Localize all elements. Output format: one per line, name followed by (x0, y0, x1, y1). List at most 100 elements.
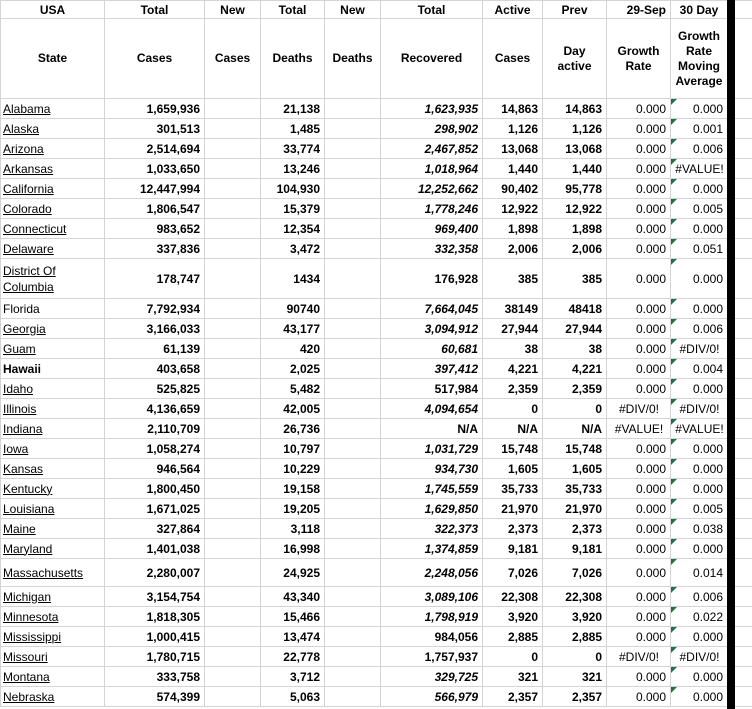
total-cases-cell[interactable]: 1,000,415 (104, 626, 205, 647)
col-header-total-deaths[interactable]: Total (260, 0, 325, 19)
growth-rate-ma-cell[interactable]: 0.051 (670, 238, 728, 259)
new-deaths-cell[interactable] (324, 218, 381, 239)
total-cases-cell[interactable]: 301,513 (104, 118, 205, 139)
prev-day-active-cell[interactable]: 22,308 (542, 586, 607, 607)
new-deaths-cell[interactable] (324, 538, 381, 559)
total-cases-cell[interactable]: 1,818,305 (104, 606, 205, 627)
state-cell[interactable]: Connecticut (0, 218, 105, 239)
total-cases-cell[interactable]: 983,652 (104, 218, 205, 239)
total-deaths-cell[interactable]: 19,158 (260, 478, 325, 499)
prev-day-active-cell[interactable]: 21,970 (542, 498, 607, 519)
growth-rate-ma-cell[interactable]: 0.022 (670, 606, 728, 627)
active-cases-cell[interactable]: 12,922 (482, 198, 543, 219)
prev-day-active-cell[interactable]: 12,922 (542, 198, 607, 219)
new-deaths-cell[interactable] (324, 318, 381, 339)
prev-day-active-cell[interactable]: 35,733 (542, 478, 607, 499)
new-deaths-cell[interactable] (324, 138, 381, 159)
growth-rate-cell[interactable]: 0.000 (606, 666, 671, 687)
active-cases-cell[interactable]: 2,006 (482, 238, 543, 259)
new-cases-cell[interactable] (204, 378, 261, 399)
recovered-cell[interactable]: 1,629,850 (380, 498, 483, 519)
col-header-new-cases[interactable]: Cases (204, 18, 261, 99)
col-header-new-deaths[interactable]: New (324, 0, 381, 19)
total-deaths-cell[interactable]: 16,998 (260, 538, 325, 559)
total-cases-cell[interactable]: 1,033,650 (104, 158, 205, 179)
prev-day-active-cell[interactable]: 1,440 (542, 158, 607, 179)
prev-day-active-cell[interactable]: 4,221 (542, 358, 607, 379)
total-cases-cell[interactable]: 1,780,715 (104, 646, 205, 667)
total-deaths-cell[interactable]: 22,778 (260, 646, 325, 667)
new-deaths-cell[interactable] (324, 498, 381, 519)
recovered-cell[interactable]: 322,373 (380, 518, 483, 539)
new-cases-cell[interactable] (204, 418, 261, 439)
state-cell[interactable]: Missouri (0, 646, 105, 667)
total-cases-cell[interactable]: 1,671,025 (104, 498, 205, 519)
growth-rate-ma-cell[interactable]: 0.005 (670, 498, 728, 519)
prev-day-active-cell[interactable]: 1,898 (542, 218, 607, 239)
growth-rate-ma-cell[interactable]: 0.000 (670, 458, 728, 479)
growth-rate-cell[interactable]: 0.000 (606, 118, 671, 139)
active-cases-cell[interactable]: 1,126 (482, 118, 543, 139)
growth-rate-cell[interactable]: 0.000 (606, 298, 671, 319)
state-cell[interactable]: Kentucky (0, 478, 105, 499)
total-deaths-cell[interactable]: 2,025 (260, 358, 325, 379)
active-cases-cell[interactable]: 0 (482, 646, 543, 667)
growth-rate-ma-cell[interactable]: 0.000 (670, 378, 728, 399)
total-cases-cell[interactable]: 403,658 (104, 358, 205, 379)
col-header-growth-rate[interactable]: 29-Sep (606, 0, 671, 19)
new-cases-cell[interactable] (204, 646, 261, 667)
total-cases-cell[interactable]: 1,401,038 (104, 538, 205, 559)
state-cell[interactable]: Colorado (0, 198, 105, 219)
active-cases-cell[interactable]: 21,970 (482, 498, 543, 519)
state-cell[interactable]: Maryland (0, 538, 105, 559)
growth-rate-ma-cell[interactable]: 0.000 (670, 478, 728, 499)
state-cell[interactable]: Alaska (0, 118, 105, 139)
prev-day-active-cell[interactable]: 38 (542, 338, 607, 359)
growth-rate-cell[interactable]: 0.000 (606, 198, 671, 219)
prev-day-active-cell[interactable]: N/A (542, 418, 607, 439)
growth-rate-ma-cell[interactable]: #VALUE! (670, 158, 728, 179)
recovered-cell[interactable]: 984,056 (380, 626, 483, 647)
new-cases-cell[interactable] (204, 498, 261, 519)
new-deaths-cell[interactable] (324, 198, 381, 219)
col-header-prev-day-active[interactable]: Day active (542, 18, 607, 99)
prev-day-active-cell[interactable]: 14,863 (542, 98, 607, 119)
new-deaths-cell[interactable] (324, 238, 381, 259)
recovered-cell[interactable]: 1,745,559 (380, 478, 483, 499)
new-cases-cell[interactable] (204, 218, 261, 239)
recovered-cell[interactable]: N/A (380, 418, 483, 439)
col-header-state[interactable]: USA (0, 0, 105, 19)
total-deaths-cell[interactable]: 21,138 (260, 98, 325, 119)
active-cases-cell[interactable]: 2,373 (482, 518, 543, 539)
state-cell[interactable]: Alabama (0, 98, 105, 119)
total-cases-cell[interactable]: 333,758 (104, 666, 205, 687)
state-cell[interactable]: Idaho (0, 378, 105, 399)
new-cases-cell[interactable] (204, 666, 261, 687)
total-deaths-cell[interactable]: 43,177 (260, 318, 325, 339)
state-cell[interactable]: Minnesota (0, 606, 105, 627)
recovered-cell[interactable]: 176,928 (380, 258, 483, 299)
prev-day-active-cell[interactable]: 3,920 (542, 606, 607, 627)
new-cases-cell[interactable] (204, 478, 261, 499)
total-deaths-cell[interactable]: 19,205 (260, 498, 325, 519)
growth-rate-cell[interactable]: 0.000 (606, 686, 671, 707)
prev-day-active-cell[interactable]: 1,605 (542, 458, 607, 479)
total-cases-cell[interactable]: 3,154,754 (104, 586, 205, 607)
new-cases-cell[interactable] (204, 238, 261, 259)
growth-rate-cell[interactable]: 0.000 (606, 318, 671, 339)
new-cases-cell[interactable] (204, 358, 261, 379)
new-cases-cell[interactable] (204, 258, 261, 299)
active-cases-cell[interactable]: N/A (482, 418, 543, 439)
prev-day-active-cell[interactable]: 13,068 (542, 138, 607, 159)
new-deaths-cell[interactable] (324, 438, 381, 459)
total-deaths-cell[interactable]: 15,379 (260, 198, 325, 219)
recovered-cell[interactable]: 3,094,912 (380, 318, 483, 339)
state-cell[interactable]: California (0, 178, 105, 199)
col-header-total-cases[interactable]: Cases (104, 18, 205, 99)
new-deaths-cell[interactable] (324, 458, 381, 479)
growth-rate-cell[interactable]: 0.000 (606, 358, 671, 379)
prev-day-active-cell[interactable]: 1,126 (542, 118, 607, 139)
new-deaths-cell[interactable] (324, 178, 381, 199)
new-deaths-cell[interactable] (324, 686, 381, 707)
growth-rate-cell[interactable]: 0.000 (606, 238, 671, 259)
